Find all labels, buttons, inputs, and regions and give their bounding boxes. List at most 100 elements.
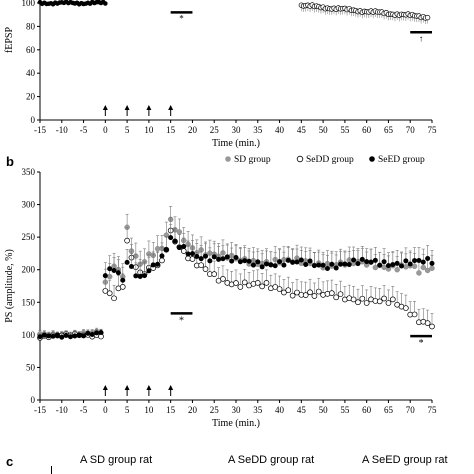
data-point: [146, 268, 152, 274]
significance-marker: *: [179, 13, 184, 23]
y-axis-label: fEPSP: [4, 27, 15, 54]
data-point: [285, 257, 291, 263]
data-point: [263, 280, 270, 286]
data-point: [424, 320, 431, 326]
x-tick-label: 30: [232, 405, 242, 415]
data-point: [180, 248, 187, 254]
panel-c-image-edge: [51, 466, 52, 474]
data-point: [46, 333, 52, 339]
legend-label: SeED group: [378, 155, 425, 165]
data-point: [412, 258, 418, 264]
data-point: [429, 323, 435, 330]
data-point: [333, 294, 340, 301]
data-point: [411, 311, 418, 318]
data-point: [420, 264, 427, 271]
data-point: [294, 289, 300, 296]
data-point: [233, 254, 239, 260]
x-axis-label: Time (min.): [212, 418, 260, 429]
data-point: [294, 259, 300, 265]
legend-marker: [225, 156, 231, 162]
data-point: [150, 262, 156, 268]
x-tick-label: 45: [297, 405, 307, 415]
data-point: [376, 298, 383, 305]
data-point: [59, 334, 65, 340]
y-tick-label: 200: [22, 265, 36, 275]
data-point: [63, 332, 69, 338]
data-point: [355, 299, 361, 306]
hfs-arrow-head: [168, 105, 174, 110]
x-tick-label: -10: [56, 405, 68, 415]
data-point: [403, 305, 409, 311]
data-point: [102, 288, 109, 294]
panel-c-title-3: A SeED group rat: [362, 454, 448, 466]
x-tick-label: 35: [253, 125, 263, 135]
data-point: [189, 256, 196, 262]
data-point: [124, 237, 130, 244]
data-point: [307, 258, 313, 264]
data-point: [211, 254, 217, 260]
data-point: [377, 262, 383, 268]
panel-c-label: c: [6, 454, 14, 469]
data-point: [389, 296, 396, 303]
data-point: [281, 289, 287, 296]
data-point: [37, 334, 43, 340]
data-point: [229, 258, 235, 264]
data-point: [233, 280, 239, 286]
data-point: [163, 247, 169, 253]
data-point: [198, 256, 204, 262]
data-point: [259, 264, 265, 270]
x-tick-label: -5: [80, 405, 88, 415]
series: [298, 2, 431, 25]
data-point: [411, 263, 418, 270]
hfs-arrow-head: [146, 105, 152, 110]
data-point: [189, 251, 195, 257]
x-tick-label: 25: [210, 405, 220, 415]
data-point: [289, 292, 296, 299]
data-point: [281, 262, 287, 268]
data-point: [425, 255, 431, 261]
y-tick-label: 60: [26, 45, 36, 55]
x-tick-label: 20: [188, 405, 198, 415]
data-point: [429, 265, 435, 272]
x-tick-label: -15: [34, 405, 46, 415]
y-tick-label: 40: [26, 68, 36, 78]
data-point: [407, 261, 413, 267]
legend-item: SD group: [225, 155, 271, 165]
x-tick-label: 25: [210, 125, 220, 135]
x-tick-label: 75: [428, 405, 438, 415]
x-tick-label: 60: [362, 125, 372, 135]
data-point: [363, 300, 370, 306]
x-axis-label: Time (min.): [212, 138, 260, 149]
x-tick-label: 65: [384, 405, 394, 415]
x-tick-label: 15: [166, 405, 176, 415]
y-tick-label: 350: [22, 167, 36, 177]
data-point: [198, 262, 205, 269]
x-tick-label: 45: [297, 125, 307, 135]
y-axis-label: PS (amplitude, %): [4, 249, 15, 323]
data-point: [302, 292, 309, 298]
data-point: [124, 259, 130, 265]
data-point: [381, 259, 387, 265]
data-point: [254, 280, 261, 286]
data-point: [368, 259, 374, 265]
legend-item: SeED group: [369, 155, 425, 165]
x-tick-label: 0: [103, 125, 108, 135]
data-point: [372, 257, 378, 263]
x-tick-label: 0: [103, 405, 108, 415]
x-tick-label: -5: [80, 125, 88, 135]
x-tick-label: 70: [406, 125, 416, 135]
data-point: [420, 259, 426, 265]
data-point: [119, 284, 126, 290]
data-point: [224, 254, 230, 260]
x-tick-label: 10: [144, 405, 154, 415]
hfs-arrow-head: [146, 385, 152, 390]
x-tick-label: 55: [340, 405, 350, 415]
data-point: [94, 330, 100, 336]
data-point: [176, 244, 182, 250]
data-point: [416, 257, 422, 263]
legend-marker: [296, 155, 304, 163]
data-point: [89, 331, 95, 337]
data-point: [250, 262, 256, 268]
data-point: [259, 283, 265, 290]
